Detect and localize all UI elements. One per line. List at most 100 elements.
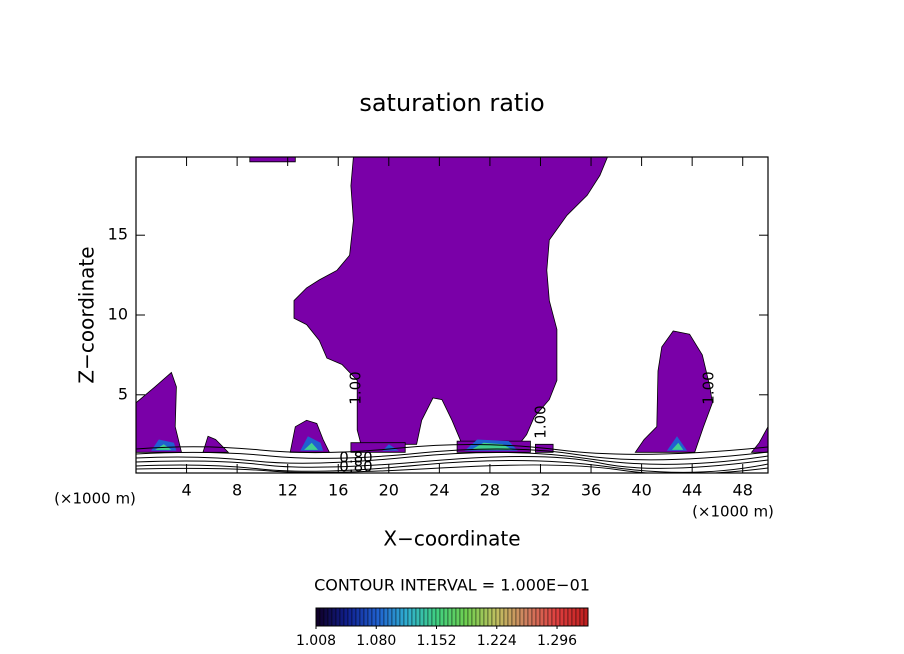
colorbar-swatch (539, 607, 545, 627)
colorbar-swatch (479, 607, 485, 627)
contour-region (202, 435, 230, 453)
colorbar-swatch (471, 607, 477, 627)
colorbar-swatch (331, 607, 337, 627)
y-tick-label: 5 (118, 384, 128, 403)
colorbar-swatch (387, 607, 393, 627)
y-tick-label: 15 (108, 225, 128, 244)
contour-region (304, 442, 318, 450)
contour-label: 1.00 (532, 405, 550, 438)
colorbar-swatch (315, 607, 321, 627)
contour-region (634, 330, 713, 453)
chart-title: saturation ratio (359, 89, 544, 117)
colorbar-swatch (487, 607, 493, 627)
colorbar-swatch (575, 607, 581, 627)
contour-line (136, 464, 768, 473)
contour-label: 0.80 (339, 449, 372, 467)
contour-region (136, 371, 183, 453)
colorbar-swatch (447, 607, 453, 627)
colorbar-tick-label: 1.152 (416, 633, 456, 649)
colorbar-swatch (347, 607, 353, 627)
colorbar-swatch (463, 607, 469, 627)
colorbar-swatch (319, 607, 325, 627)
colorbar-swatch (335, 607, 341, 627)
colorbar-swatch (511, 607, 517, 627)
colorbar-swatch (323, 607, 329, 627)
colorbar-swatch (419, 607, 425, 627)
colorbar-swatch (415, 607, 421, 627)
contour-region (293, 157, 608, 445)
colorbar-swatch (339, 607, 345, 627)
colorbar-frame (315, 607, 589, 627)
colorbar-swatch (527, 607, 533, 627)
contour-region (249, 157, 296, 163)
x-tick-label: 24 (429, 481, 449, 500)
colorbar-swatch (375, 607, 381, 627)
colorbar-swatch (379, 607, 385, 627)
contour-line (136, 459, 768, 473)
colorbar-tick-label: 1.296 (537, 633, 577, 649)
colorbar-swatch (403, 607, 409, 627)
x-tick-label: 12 (278, 481, 298, 500)
x-tick-label: 8 (232, 481, 242, 500)
colorbar-swatch (367, 607, 373, 627)
colorbar-swatch (583, 607, 589, 627)
colorbar-title: CONTOUR INTERVAL = 1.000E−01 (314, 576, 590, 595)
colorbar-tick-label: 1.008 (296, 633, 336, 649)
colorbar-swatch (515, 607, 521, 627)
x-tick-label: 48 (733, 481, 753, 500)
colorbar-swatch (351, 607, 357, 627)
contour-line (136, 443, 768, 455)
colorbar-swatch (523, 607, 529, 627)
colorbar-swatch (499, 607, 505, 627)
colorbar-swatch (551, 607, 557, 627)
colorbar-swatch (483, 607, 489, 627)
colorbar-swatch (535, 607, 541, 627)
contour-label: 1.00 (700, 371, 718, 404)
x-tick-label: 36 (581, 481, 601, 500)
colorbar-swatch (459, 607, 465, 627)
x-tick-label: 44 (682, 481, 702, 500)
colorbar-swatch (363, 607, 369, 627)
contour-region (666, 436, 688, 451)
colorbar-swatch (371, 607, 377, 627)
colorbar-swatch (359, 607, 365, 627)
colorbar-swatch (383, 607, 389, 627)
colorbar-swatch (571, 607, 577, 627)
x-tick-label: 32 (530, 481, 550, 500)
colorbar-swatch (491, 607, 497, 627)
colorbar-swatch (563, 607, 569, 627)
colorbar-swatch (495, 607, 501, 627)
colorbar-swatch (579, 607, 585, 627)
colorbar-swatch (543, 607, 549, 627)
colorbar-swatch (399, 607, 405, 627)
colorbar-swatch (467, 607, 473, 627)
colorbar-swatch (427, 607, 433, 627)
colorbar-swatch (507, 607, 513, 627)
colorbar-swatch (559, 607, 565, 627)
colorbar-tick-label: 1.224 (477, 633, 517, 649)
colorbar-swatch (411, 607, 417, 627)
x-tick-label: 28 (480, 481, 500, 500)
contour-line (136, 451, 768, 465)
colorbar-swatch (503, 607, 509, 627)
colorbar-swatch (451, 607, 457, 627)
x-tick-label: 4 (181, 481, 191, 500)
x-unit-label: (×1000 m) (692, 503, 774, 521)
y-tick-label: 10 (108, 305, 128, 324)
colorbar-swatch (475, 607, 481, 627)
colorbar-swatch (443, 607, 449, 627)
colorbar-swatch (431, 607, 437, 627)
colorbar-swatch (555, 607, 561, 627)
colorbar-swatch (531, 607, 537, 627)
colorbar-swatch (435, 607, 441, 627)
colorbar: 1.008 1.080 1.152 1.224 1.296 (296, 607, 589, 649)
y-axis-label: Z−coordinate (75, 246, 99, 383)
colorbar-swatch (455, 607, 461, 627)
contour-fill (136, 157, 768, 453)
contour-region (671, 442, 684, 450)
colorbar-swatch (547, 607, 553, 627)
contour-lines (136, 443, 768, 473)
x-tick-label: 40 (631, 481, 651, 500)
x-tick-label: 16 (328, 481, 348, 500)
